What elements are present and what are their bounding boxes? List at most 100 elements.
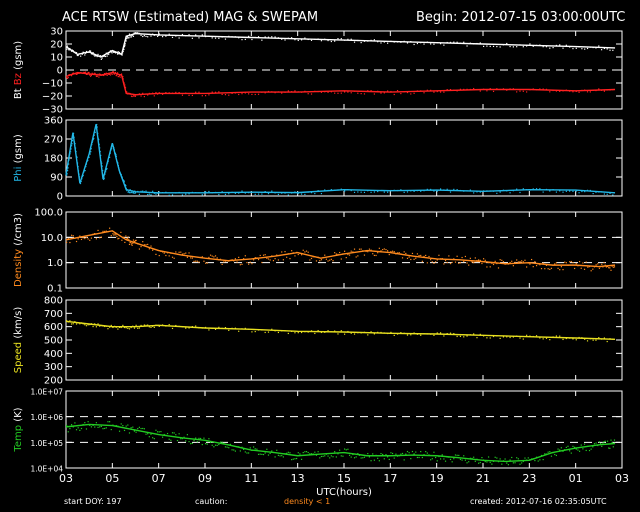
data-point	[542, 338, 544, 340]
data-point	[110, 149, 112, 151]
data-point	[330, 455, 332, 457]
data-point	[205, 95, 207, 97]
data-point	[334, 252, 336, 254]
data-point	[473, 261, 475, 264]
data-point	[345, 257, 347, 259]
data-point	[85, 73, 88, 75]
data-point	[257, 329, 260, 331]
data-point	[78, 72, 80, 74]
data-point	[436, 332, 438, 334]
data-point	[398, 455, 400, 457]
data-point	[100, 236, 102, 238]
data-point	[190, 257, 192, 259]
data-point	[121, 177, 123, 179]
data-point	[496, 192, 498, 194]
data-point	[66, 173, 68, 175]
data-point	[208, 94, 210, 96]
data-point	[147, 243, 149, 246]
data-point	[195, 260, 197, 262]
data-point	[330, 189, 332, 191]
data-point	[363, 456, 366, 458]
data-point	[119, 76, 121, 78]
data-point	[315, 454, 318, 456]
data-point	[388, 253, 390, 256]
data-point	[97, 73, 99, 75]
data-point	[176, 253, 179, 255]
data-point	[267, 258, 270, 260]
data-point	[145, 244, 147, 246]
data-point	[334, 330, 336, 332]
data-point	[589, 338, 591, 340]
data-point	[612, 194, 614, 196]
data-point	[74, 321, 76, 323]
data-point	[609, 49, 611, 51]
data-point	[592, 89, 594, 91]
data-point	[439, 188, 442, 190]
data-point	[102, 428, 104, 430]
data-point	[91, 143, 93, 146]
data-point	[201, 95, 203, 97]
data-point	[390, 250, 392, 253]
data-point	[108, 156, 110, 158]
data-point	[344, 250, 346, 252]
data-point	[367, 334, 369, 336]
data-point	[271, 190, 273, 192]
panel-frame	[65, 30, 623, 110]
data-point	[171, 36, 174, 38]
data-point	[201, 327, 203, 329]
data-point	[575, 448, 577, 450]
data-point	[423, 190, 425, 192]
data-point	[208, 35, 210, 37]
data-point	[181, 94, 184, 96]
panel-frame	[65, 211, 623, 289]
data-point	[486, 90, 488, 92]
data-point	[264, 92, 266, 94]
data-point	[612, 266, 614, 268]
data-point	[82, 72, 84, 74]
data-point	[251, 93, 253, 96]
data-point	[195, 437, 197, 439]
y-tick-label: 300	[44, 362, 63, 373]
data-point	[512, 88, 514, 90]
data-point	[426, 41, 428, 43]
series-line	[65, 71, 616, 96]
data-point	[126, 238, 129, 240]
data-point	[89, 324, 91, 326]
data-point	[85, 52, 87, 54]
data-point	[396, 252, 399, 254]
data-point	[375, 454, 377, 456]
data-point	[370, 90, 372, 92]
data-point	[183, 436, 185, 438]
data-point	[87, 159, 89, 162]
data-point	[119, 53, 121, 55]
data-point	[221, 191, 223, 193]
data-point	[383, 248, 385, 250]
data-point	[248, 192, 250, 194]
data-point	[340, 330, 342, 332]
data-point	[610, 269, 612, 271]
data-point	[76, 73, 78, 75]
data-point	[85, 71, 87, 73]
data-point	[433, 451, 435, 453]
data-point	[304, 451, 306, 453]
data-point	[67, 431, 69, 433]
data-point	[380, 42, 382, 44]
data-point	[93, 54, 95, 56]
data-point	[124, 241, 126, 244]
data-point	[339, 449, 341, 451]
data-point	[105, 427, 107, 429]
data-point	[116, 236, 118, 238]
data-point	[252, 259, 255, 261]
data-point	[160, 250, 162, 252]
data-point	[76, 162, 79, 164]
data-point	[507, 263, 510, 265]
data-point	[436, 190, 438, 192]
data-point	[353, 457, 356, 459]
data-point	[128, 33, 131, 35]
data-point	[479, 333, 481, 335]
data-point	[484, 460, 486, 463]
data-point	[71, 143, 73, 145]
data-point	[166, 432, 169, 435]
data-point	[150, 326, 152, 328]
